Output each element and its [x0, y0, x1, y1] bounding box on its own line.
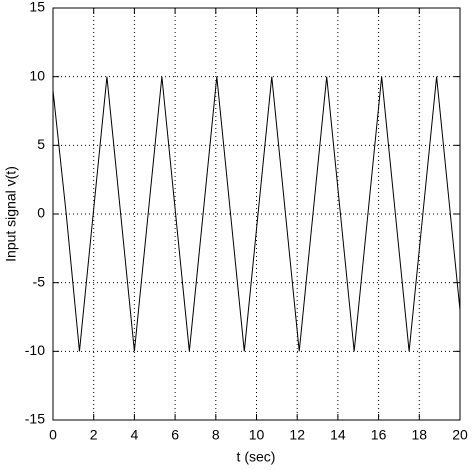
y-tick-label: -10 — [25, 342, 45, 358]
x-tick-label: 10 — [249, 427, 265, 443]
signal-line — [52, 76, 461, 352]
x-tick-label: 20 — [452, 427, 468, 443]
x-tick-label: 14 — [330, 427, 346, 443]
y-tick-label: 0 — [37, 205, 45, 221]
x-tick-label: 18 — [412, 427, 428, 443]
y-tick-label: -15 — [25, 411, 45, 427]
y-tick-label: 15 — [29, 0, 45, 15]
x-axis-label: t (sec) — [237, 449, 276, 465]
x-tick-label: 8 — [212, 427, 220, 443]
x-tick-label: 12 — [289, 427, 305, 443]
y-tick-label: -5 — [33, 273, 46, 289]
y-axis-label: Input signal v(t) — [3, 166, 19, 262]
x-tick-label: 4 — [131, 427, 139, 443]
x-tick-label: 0 — [49, 427, 57, 443]
y-tick-label: 10 — [29, 67, 45, 83]
y-tick-label: 5 — [37, 136, 45, 152]
x-tick-label: 2 — [90, 427, 98, 443]
x-tick-label: 6 — [171, 427, 179, 443]
x-tick-label: 16 — [371, 427, 387, 443]
plot-frame — [52, 7, 461, 421]
